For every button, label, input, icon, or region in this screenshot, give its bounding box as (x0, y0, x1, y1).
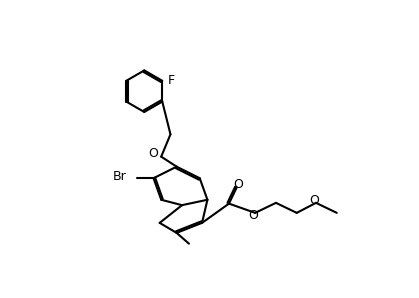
Text: O: O (248, 209, 258, 222)
Text: O: O (149, 147, 158, 160)
Text: Br: Br (113, 170, 127, 183)
Text: F: F (168, 74, 175, 87)
Text: O: O (233, 178, 243, 191)
Text: O: O (310, 194, 319, 207)
